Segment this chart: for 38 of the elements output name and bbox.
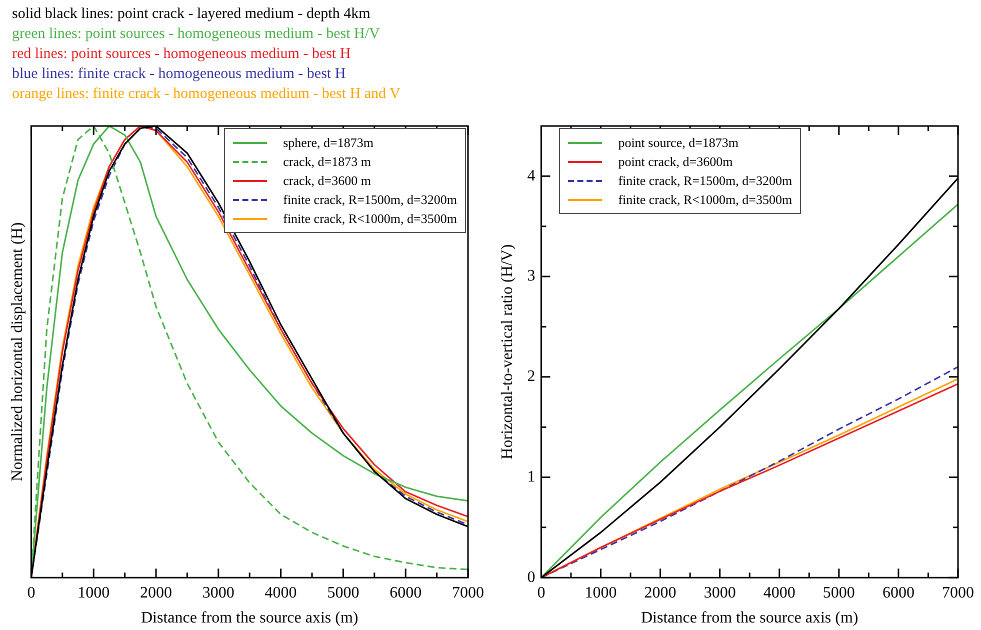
y-tick-label: 3 [527,268,536,285]
y-tick-label: 4 [527,167,536,184]
x-tick-label: 7000 [942,584,974,602]
x-tick-label: 7000 [452,584,484,602]
x-tick-label: 0 [27,584,36,602]
text: blue lines: finite crack - homogeneous medium - best H [12,65,347,84]
legend-label: finite crack, R=1500m, d=3200m [283,191,457,209]
legend-label: finite crack, R=1500m, d=3200m [618,172,792,190]
x-tick-label: 2000 [644,584,676,602]
x-tick-label: 4000 [264,584,297,602]
legend-label: crack, d=3600 m [283,172,371,190]
x-tick-label: 6000 [390,584,422,602]
x-tick-label: 1000 [584,584,617,602]
x-tick-label: 2000 [140,584,172,602]
text: solid black lines: point crack - layered medium - depth 4km [12,5,372,24]
x-tick-label: 3000 [202,584,234,602]
x-axis-title: Distance from the source axis (m) [640,610,858,627]
legend-label: finite crack, R<1000m, d=3500m [618,191,792,209]
x-tick-label: 4000 [763,584,796,602]
y-tick-label: 0 [527,568,536,586]
legend-label: sphere, d=1873m [283,134,374,152]
y-tick-label: 2 [527,368,536,386]
text: red lines: point sources - homogeneous medium - best H [12,45,352,64]
x-axis-title: Distance from the source axis (m) [140,610,358,627]
y-axis-title: Normalized horizontal displacement (H) [8,222,26,482]
x-tick-label: 3000 [704,584,736,602]
x-tick-label: 5000 [327,584,360,602]
legend-label: point crack, d=3600m [618,153,733,171]
legend-label: finite crack, R<1000m, d=3500m [283,210,457,228]
y-tick-label: 1 [527,468,536,486]
legend-label: crack, d=1873 m [283,153,371,171]
y-axis-title: Horizontal-to-vertical ratio (H/V) [498,244,516,460]
legend-label: point source, d=1873m [618,134,739,152]
text: green lines: point sources - homogeneous medium - best H/V [12,25,381,44]
x-tick-label: 6000 [882,584,914,602]
x-tick-label: 5000 [822,584,855,602]
x-tick-label: 1000 [78,584,110,602]
text: orange lines: finite crack - homogeneous medium - best H and V [12,85,400,104]
